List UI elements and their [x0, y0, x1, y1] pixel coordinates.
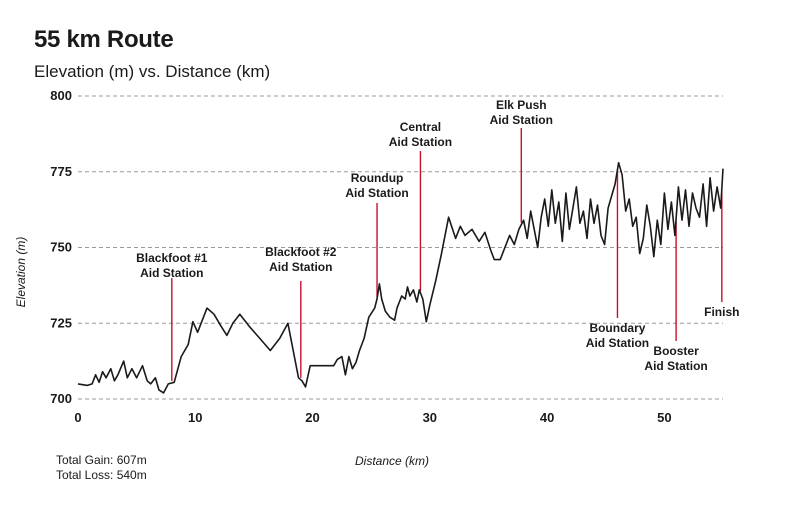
x-tick-label: 50 — [657, 410, 671, 425]
x-axis-title: Distance (km) — [355, 454, 429, 468]
x-tick-label: 40 — [540, 410, 554, 425]
elevation-series-line — [77, 161, 724, 394]
aid-station-label: Elk Push — [496, 98, 547, 112]
aid-station-label: Boundary — [589, 321, 645, 335]
aid-station-label: Aid Station — [140, 266, 203, 280]
y-axis-title: Elevation (m) — [14, 237, 28, 308]
aid-station-label: Aid Station — [269, 260, 332, 274]
x-tick-label: 0 — [74, 410, 81, 425]
aid-station-label: Aid Station — [490, 113, 553, 127]
route-summary: Total Gain: 607m Total Loss: 540m — [56, 453, 147, 483]
aid-station-label: Central — [400, 120, 441, 134]
y-tick-label: 775 — [50, 164, 72, 179]
y-tick-label: 800 — [50, 88, 72, 103]
aid-station-label: Booster — [653, 344, 699, 358]
chart-subtitle: Elevation (m) vs. Distance (km) — [34, 62, 271, 81]
aid-station-label: Aid Station — [345, 186, 408, 200]
aid-station-label: Blackfoot #2 — [265, 245, 337, 259]
aid-station-label: Aid Station — [389, 135, 452, 149]
aid-station-label: Finish — [704, 305, 739, 319]
aid-station-label: Blackfoot #1 — [136, 251, 208, 265]
x-tick-label: 20 — [305, 410, 319, 425]
x-tick-label: 30 — [423, 410, 437, 425]
total-gain: Total Gain: 607m — [56, 453, 147, 467]
x-tick-label: 10 — [188, 410, 202, 425]
y-tick-label: 725 — [50, 315, 72, 330]
aid-station-label: Aid Station — [586, 336, 649, 350]
total-loss: Total Loss: 540m — [56, 468, 147, 482]
y-tick-label: 700 — [50, 391, 72, 406]
chart-title: 55 km Route — [34, 26, 174, 53]
aid-station-label: Aid Station — [644, 359, 707, 373]
aid-station-label: Roundup — [351, 171, 404, 185]
y-tick-label: 750 — [50, 240, 72, 255]
